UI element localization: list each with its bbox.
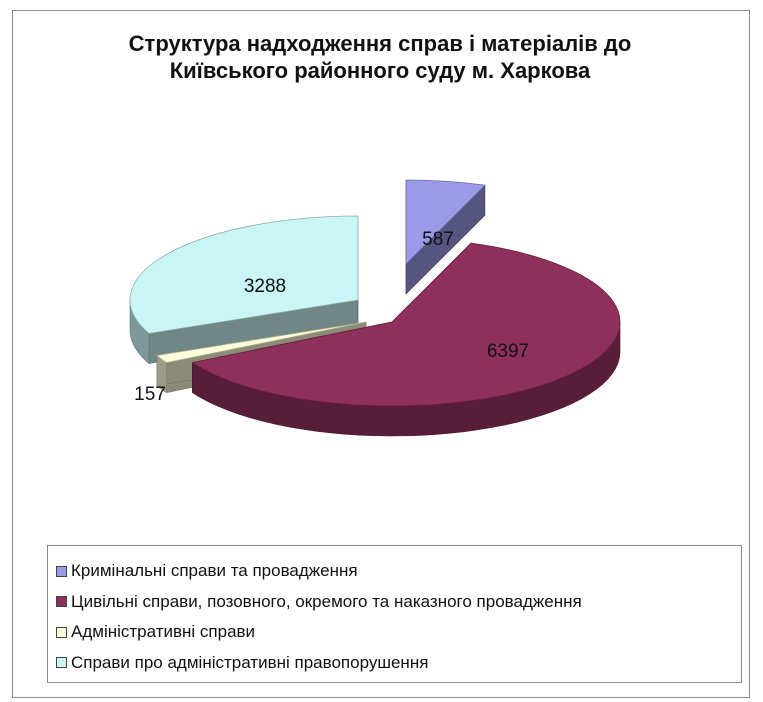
pie-slice-0: [405, 179, 486, 295]
data-label-1: 6397: [487, 341, 529, 362]
data-label-2: 157: [134, 384, 166, 405]
legend-swatch: [56, 657, 67, 669]
legend-swatch: [56, 626, 67, 638]
data-label-3: 3288: [244, 276, 286, 297]
legend-label: Кримінальні справи та провадження: [71, 561, 358, 581]
pie-slice-1: [191, 242, 621, 437]
legend-label: Цивільні справи, позовного, окремого та …: [71, 591, 582, 611]
legend-label: Справи про адміністративні правопорушенн…: [71, 652, 429, 672]
chart-title: Структура надходження справ і матеріалів…: [128, 31, 632, 83]
data-label-0: 587: [422, 229, 454, 250]
legend-label: Адміністративні справи: [71, 622, 256, 642]
legend-swatch: [56, 596, 67, 608]
legend-item-offenses: Справи про адміністративні правопорушенн…: [48, 648, 741, 679]
legend-swatch: [56, 565, 67, 577]
legend-item-criminal: Кримінальні справи та провадження: [48, 556, 741, 587]
pie-slice-3: [129, 215, 359, 365]
legend: Кримінальні справи та провадження Цивіль…: [47, 545, 742, 683]
legend-item-civil: Цивільні справи, позовного, окремого та …: [48, 587, 741, 618]
legend-item-administrative: Адміністративні справи: [48, 617, 741, 648]
